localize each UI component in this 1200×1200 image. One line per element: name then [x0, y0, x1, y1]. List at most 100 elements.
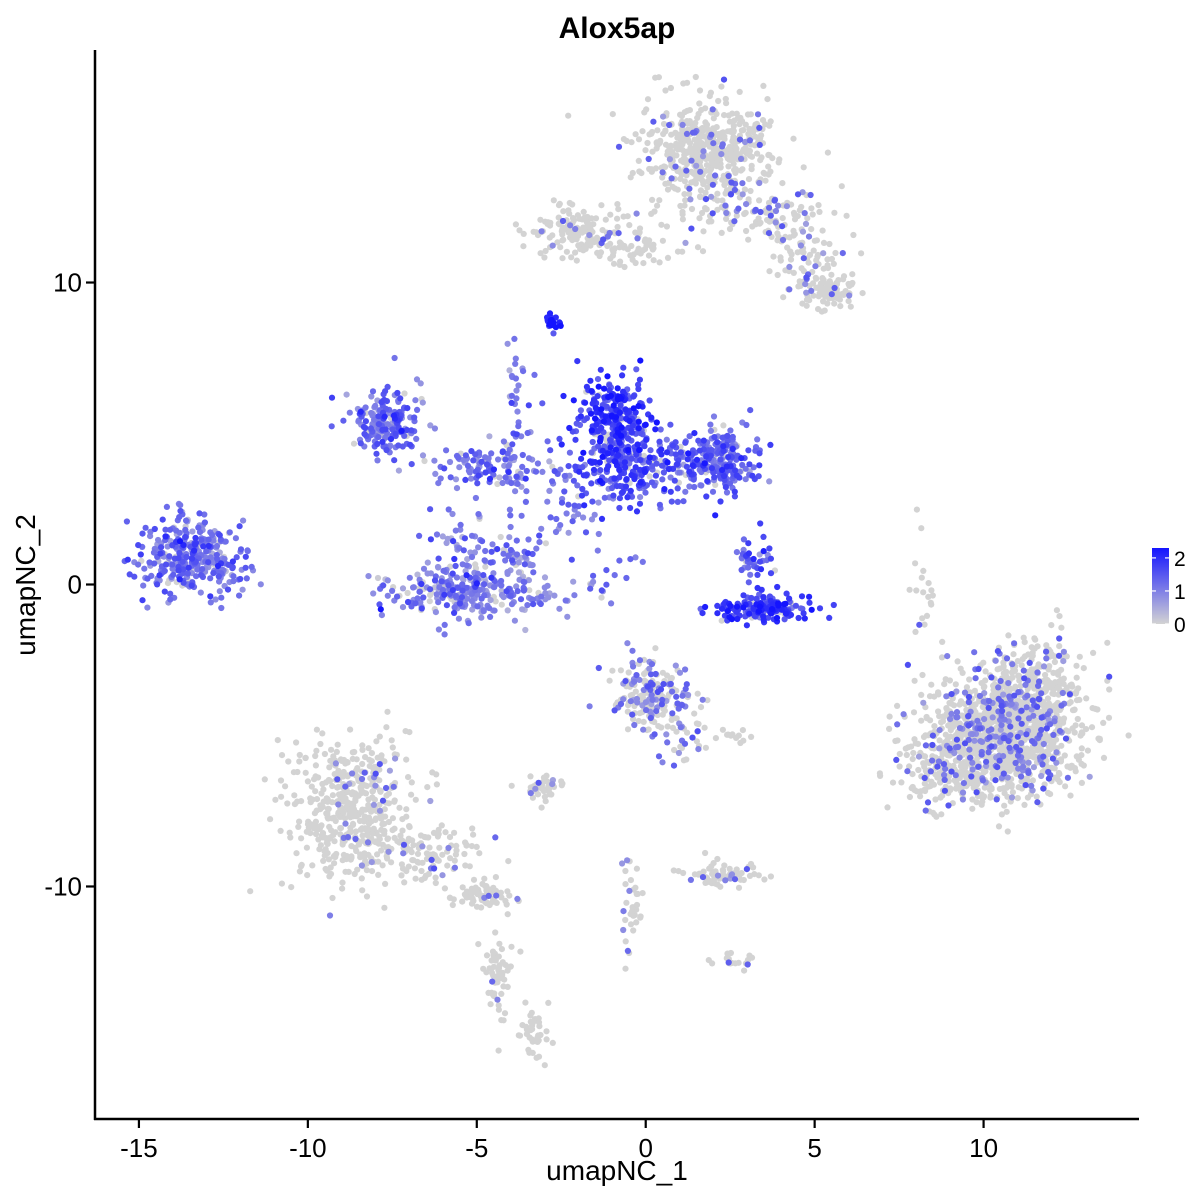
- scatter-point: [563, 510, 570, 517]
- scatter-point: [302, 769, 309, 776]
- scatter-point: [808, 226, 815, 233]
- scatter-point: [468, 475, 475, 482]
- scatter-point: [519, 463, 526, 470]
- scatter-point: [594, 376, 602, 383]
- scatter-point: [498, 946, 505, 953]
- scatter-point: [303, 844, 310, 851]
- scatter-point: [529, 562, 536, 569]
- scatter-point: [939, 718, 947, 725]
- scatter-point: [630, 251, 637, 258]
- scatter-point: [1003, 808, 1010, 815]
- scatter-point: [374, 574, 382, 582]
- scatter-point: [334, 776, 341, 783]
- scatter-point: [493, 899, 500, 907]
- scatter-point: [1051, 658, 1058, 666]
- scatter-point: [617, 667, 625, 674]
- scatter-point: [941, 776, 948, 784]
- scatter-point: [302, 754, 309, 762]
- scatter-point: [815, 202, 822, 209]
- scatter-point: [774, 271, 781, 279]
- scatter-point: [757, 219, 764, 226]
- scatter-point: [527, 773, 534, 780]
- scatter-point: [517, 596, 525, 603]
- scatter-point: [520, 368, 527, 375]
- scatter-point: [538, 525, 545, 532]
- scatter-point: [213, 542, 221, 550]
- scatter-point: [342, 820, 349, 827]
- scatter-point: [810, 247, 817, 254]
- scatter-point: [413, 376, 421, 383]
- scatter-point: [1000, 659, 1007, 666]
- scatter-point: [812, 263, 819, 270]
- scatter-point: [709, 106, 716, 113]
- scatter-point: [982, 668, 989, 675]
- scatter-point: [368, 750, 375, 757]
- scatter-point: [918, 691, 925, 699]
- scatter-point: [1007, 732, 1014, 739]
- scatter-point: [518, 512, 525, 519]
- scatter-point: [715, 131, 722, 138]
- scatter-point: [488, 989, 495, 996]
- scatter-point: [909, 755, 916, 763]
- scatter-point: [285, 758, 292, 765]
- scatter-point: [639, 128, 646, 135]
- scatter-point: [770, 253, 777, 260]
- scatter-point: [177, 502, 184, 509]
- scatter-point: [420, 565, 428, 572]
- scatter-point: [643, 707, 650, 714]
- scatter-point: [1038, 690, 1045, 697]
- scatter-point: [733, 212, 740, 219]
- scatter-point: [662, 163, 669, 171]
- scatter-point: [944, 653, 951, 660]
- scatter-point: [557, 522, 564, 529]
- scatter-point: [971, 687, 979, 694]
- scatter-point: [474, 603, 481, 610]
- scatter-point: [372, 838, 380, 845]
- scatter-point: [663, 436, 670, 443]
- scatter-point: [697, 704, 705, 711]
- scatter-point: [388, 737, 395, 744]
- scatter-point: [966, 676, 973, 683]
- scatter-point: [689, 124, 696, 131]
- scatter-point: [573, 257, 580, 264]
- scatter-point: [315, 826, 322, 833]
- scatter-point: [519, 606, 526, 613]
- scatter-point: [570, 578, 577, 585]
- scatter-point: [426, 598, 433, 605]
- scatter-point: [719, 726, 727, 733]
- scatter-point: [921, 780, 928, 787]
- scatter-point: [409, 837, 416, 844]
- scatter-point: [492, 929, 499, 936]
- scatter-point: [688, 205, 696, 213]
- scatter-point: [565, 529, 572, 536]
- scatter-point: [434, 563, 442, 571]
- scatter-point: [640, 726, 647, 733]
- scatter-point: [692, 73, 699, 81]
- scatter-point: [1031, 754, 1038, 761]
- scatter-point: [903, 751, 910, 759]
- scatter-point: [733, 110, 740, 117]
- scatter-point: [408, 461, 415, 468]
- scatter-point: [195, 524, 202, 531]
- scatter-point: [925, 593, 932, 601]
- scatter-point: [369, 830, 376, 837]
- scatter-point: [577, 407, 585, 414]
- scatter-point: [331, 771, 338, 778]
- scatter-point: [1024, 794, 1031, 801]
- scatter-point: [398, 872, 405, 879]
- scatter-point: [457, 521, 464, 529]
- scatter-point: [775, 202, 782, 209]
- scatter-point: [699, 209, 706, 217]
- scatter-point: [683, 130, 691, 137]
- scatter-point: [707, 173, 714, 180]
- scatter-point: [257, 581, 264, 588]
- scatter-point: [756, 179, 763, 187]
- scatter-point: [475, 544, 482, 551]
- scatter-point: [522, 626, 529, 634]
- scatter-point: [541, 254, 548, 261]
- scatter-point: [730, 129, 737, 136]
- scatter-point: [718, 83, 725, 90]
- scatter-point: [915, 753, 923, 760]
- scatter-point: [767, 212, 774, 219]
- scatter-point: [684, 107, 691, 114]
